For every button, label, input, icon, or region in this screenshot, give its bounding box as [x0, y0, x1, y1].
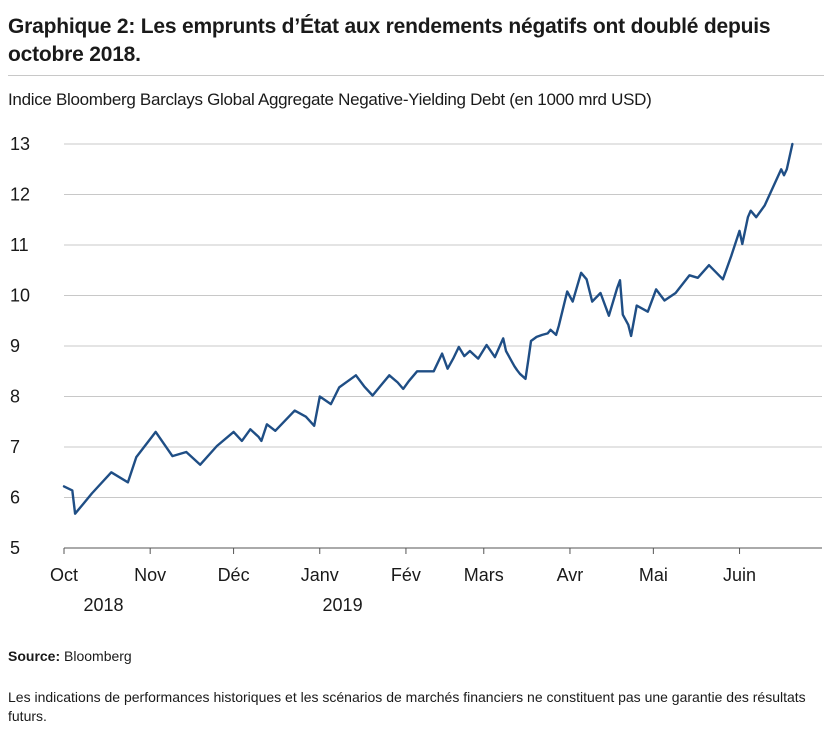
disclaimer-note: Les indications de performances historiq…: [8, 689, 806, 724]
y-tick-label: 9: [10, 336, 20, 356]
x-tick-label: Mai: [639, 565, 668, 585]
source-label: Source:: [8, 648, 61, 664]
x-tick-label: Mars: [464, 565, 504, 585]
y-tick-label: 10: [10, 286, 30, 306]
x-tick-label: Nov: [134, 565, 166, 585]
source-value: Bloomberg: [64, 648, 132, 664]
x-tick-label: Déc: [218, 565, 250, 585]
source-note: Source: Bloomberg: [8, 648, 132, 664]
gridlines: [64, 143, 822, 498]
y-tick-label: 12: [10, 185, 30, 205]
y-tick-label: 11: [10, 235, 29, 255]
y-tick-label: 13: [10, 134, 30, 154]
series-line: [62, 142, 794, 515]
title-divider: [8, 75, 824, 76]
x-tick-label: Oct: [50, 565, 78, 585]
x-tick-label: Avr: [557, 565, 584, 585]
x-tick-label: Fév: [391, 565, 421, 585]
x-axis: [63, 547, 822, 554]
y-tick-label: 8: [10, 387, 20, 407]
y-tick-label: 5: [10, 538, 20, 558]
x-tick-labels: Oct Nov Déc Janv Fév Mars Avr Mai Juin 2018 2019: [50, 565, 756, 615]
year-label: 2018: [83, 595, 123, 615]
chart-title: Graphique 2: Les emprunts d’État aux ren…: [8, 15, 771, 66]
y-tick-label: 7: [10, 437, 20, 457]
year-label: 2019: [323, 595, 363, 615]
series-layer: [62, 142, 794, 515]
x-tick-label: Juin: [723, 565, 756, 585]
line-chart: 5 6 7 8 9 10 11 12 13 Oct Nov Déc Janv Fév Mars Avr Mai…: [10, 134, 822, 615]
chart-subtitle: Indice Bloomberg Barclays Global Aggrega…: [8, 90, 652, 109]
y-tick-label: 6: [10, 488, 20, 508]
y-axis: 5 6 7 8 9 10 11 12 13: [10, 134, 30, 558]
x-tick-label: Janv: [301, 565, 339, 585]
